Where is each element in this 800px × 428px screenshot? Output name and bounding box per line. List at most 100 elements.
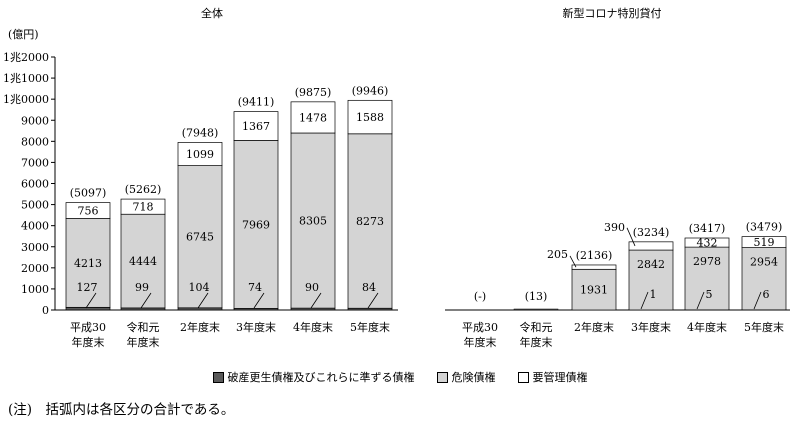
- bar-doubtful: [233, 140, 279, 309]
- x-tick-label: 2年度末: [574, 320, 614, 334]
- leader-line: [253, 292, 265, 309]
- value-label-special-attention: 1367: [242, 120, 270, 133]
- value-label-special-attention: 718: [133, 201, 154, 214]
- legend-label-bankrupt: 破産更生債権及びこれらに準ずる債権: [227, 371, 415, 384]
- bar-bankrupt: [65, 306, 111, 311]
- value-label-special-attention: 756: [78, 205, 99, 218]
- value-label-bankrupt: 104: [189, 281, 210, 294]
- value-label-doubtful: 8273: [356, 215, 384, 228]
- legend-swatch-special-attention: [517, 371, 529, 383]
- legend: 破産更生債権及びこれらに準ずる債権 危険債権 要管理債権: [0, 367, 800, 387]
- y-tick-label: 1000: [21, 283, 49, 296]
- value-label-bankrupt: 84: [362, 281, 376, 294]
- bar-doubtful: [684, 246, 730, 311]
- x-tick-label: 4年度末: [687, 320, 727, 334]
- total-label: (9946): [352, 84, 389, 97]
- value-label-doubtful: 4213: [74, 257, 102, 270]
- leader-line: [696, 291, 705, 310]
- x-tick-label: 年度末: [72, 335, 105, 349]
- legend-item-doubtful: 危険債権: [436, 369, 496, 385]
- bar-special-attention: [684, 237, 730, 248]
- y-tick-label: 8000: [21, 135, 49, 148]
- x-tick-label: 年度末: [464, 335, 497, 349]
- bar-doubtful: [65, 218, 111, 308]
- total-label: (13): [525, 290, 548, 303]
- leader-line: [367, 292, 379, 309]
- bar-special-attention: [347, 99, 393, 135]
- bar-special-attention: [628, 241, 674, 251]
- value-label-doubtful: 4444: [129, 255, 157, 268]
- bar-special-attention: [290, 101, 336, 134]
- value-label-doubtful: 6745: [186, 231, 214, 244]
- y-tick-label: 1兆1000: [3, 72, 49, 85]
- bar-special-attention: [177, 142, 223, 166]
- total-label: (9411): [238, 96, 275, 109]
- total-label: (9875): [295, 86, 332, 99]
- value-label-special-attention: 1099: [186, 148, 214, 161]
- x-tick-label: 年度末: [127, 335, 160, 349]
- value-label-doubtful: 1931: [580, 284, 608, 297]
- footnote: (注) 括弧内は各区分の合計である。: [8, 402, 235, 418]
- x-tick-label: 令和元: [520, 320, 553, 334]
- legend-label-doubtful: 危険債権: [451, 371, 496, 384]
- leader-line: [626, 227, 636, 247]
- value-label-doubtful: 2978: [693, 255, 721, 268]
- value-label-bankrupt: 6: [763, 288, 770, 301]
- total-label: (3234): [633, 226, 670, 239]
- value-label-bankrupt: 5: [706, 288, 713, 301]
- leader-line: [140, 292, 152, 309]
- y-tick-label: 3000: [21, 241, 49, 254]
- value-label-doubtful: 8305: [299, 215, 327, 228]
- leader-line: [640, 291, 649, 310]
- value-label-special-attention: 1588: [356, 111, 384, 124]
- bar-doubtful: [347, 133, 393, 309]
- y-tick-label: 5000: [21, 199, 49, 212]
- y-tick-label: 6000: [21, 178, 49, 191]
- total-label: (7948): [182, 126, 219, 139]
- x-tick-label: 5年度末: [744, 320, 784, 334]
- value-label-doubtful: 2842: [637, 258, 665, 271]
- x-tick-label: 3年度末: [631, 320, 671, 334]
- y-axis-unit: (億円): [8, 28, 39, 41]
- value-label-bankrupt: 90: [305, 281, 319, 294]
- bar-special-attention: [741, 236, 787, 248]
- total-label: (2136): [576, 249, 613, 262]
- bar-special-attention: [120, 198, 166, 215]
- total-label: (-): [474, 290, 486, 303]
- legend-item-special-attention: 要管理債権: [517, 369, 588, 385]
- leader-line: [197, 292, 209, 309]
- bar-doubtful: [571, 268, 617, 311]
- x-tick-label: 平成30: [462, 321, 498, 334]
- x-tick-label: 年度末: [520, 335, 553, 349]
- value-label-special-attention: 390: [604, 221, 625, 234]
- value-label-special-attention: 205: [547, 248, 568, 261]
- total-label: (5097): [70, 187, 107, 200]
- x-tick-label: 令和元: [127, 320, 160, 334]
- value-label-doubtful: 7969: [242, 218, 270, 231]
- value-label-special-attention: 519: [754, 236, 775, 249]
- y-tick-label: 7000: [21, 156, 49, 169]
- value-label-special-attention: 432: [697, 237, 718, 250]
- panel-title: 新型コロナ特別貸付: [563, 6, 662, 20]
- total-label: (3479): [746, 221, 783, 234]
- x-tick-label: 4年度末: [293, 320, 333, 334]
- x-tick-label: 平成30: [70, 321, 106, 334]
- leader-line: [569, 255, 577, 268]
- legend-item-bankrupt: 破産更生債権及びこれらに準ずる債権: [212, 369, 415, 385]
- value-label-bankrupt: 74: [248, 281, 262, 294]
- value-label-bankrupt: 1: [650, 288, 657, 301]
- x-tick-label: 2年度末: [180, 320, 220, 334]
- total-label: (5262): [125, 183, 162, 196]
- bar-special-attention: [571, 264, 617, 270]
- y-tick-label: 0: [42, 304, 49, 317]
- leader-line: [310, 292, 322, 309]
- y-tick-label: 1兆0000: [3, 93, 49, 106]
- bar-bankrupt: [513, 308, 559, 311]
- legend-label-special-attention: 要管理債権: [532, 371, 588, 384]
- value-label-bankrupt: 127: [77, 281, 98, 294]
- chart: 全体 (億円) 0 1000 2000 3000 4000 5000 6000 7000 8000 9…: [3, 6, 790, 349]
- value-label-doubtful: 2954: [750, 256, 778, 269]
- y-tick-label: 1兆2000: [3, 51, 49, 64]
- leader-line: [85, 292, 97, 309]
- y-tick-label: 9000: [21, 114, 49, 127]
